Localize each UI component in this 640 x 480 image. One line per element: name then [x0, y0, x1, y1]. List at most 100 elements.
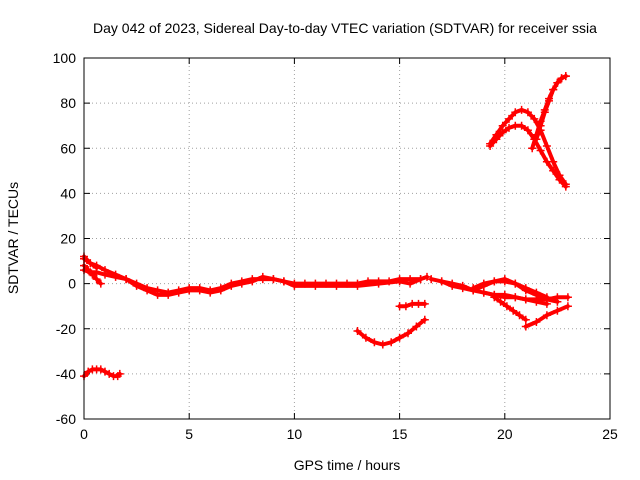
data-point [132, 281, 141, 290]
data-point [521, 315, 530, 324]
data-point [496, 297, 505, 306]
data-point [511, 279, 520, 288]
data-point [557, 74, 566, 83]
data-point [532, 290, 541, 299]
data-point [523, 126, 532, 135]
data-point [523, 108, 532, 117]
data-point [387, 338, 396, 347]
data-point [437, 277, 446, 286]
x-tick-label: 10 [287, 426, 303, 442]
y-tick-label: 20 [60, 231, 76, 247]
data-point [420, 299, 429, 308]
data-point [122, 275, 131, 284]
data-point [374, 279, 383, 288]
data-point [490, 277, 499, 286]
data-point [174, 288, 183, 297]
data-point [269, 275, 278, 284]
data-point [401, 302, 410, 311]
data-point [101, 367, 109, 376]
data-point [498, 128, 507, 137]
data-point [105, 369, 114, 378]
data-point [498, 121, 507, 130]
data-point [517, 105, 526, 114]
data-point [545, 94, 553, 103]
data-point [561, 72, 570, 81]
data-point [505, 114, 513, 123]
data-point [153, 290, 162, 299]
y-axis-ticks: -60 -40 -20 0 20 40 60 80 100 [53, 50, 610, 427]
data-point [101, 266, 109, 275]
data-point [517, 121, 526, 130]
series-afternoon-c [469, 277, 562, 306]
x-tick-label: 5 [185, 426, 193, 442]
data-point [248, 277, 257, 286]
data-point [549, 166, 558, 175]
data-point [416, 275, 425, 284]
data-point [532, 130, 541, 139]
series-mid-low [353, 315, 429, 349]
x-tick-label: 0 [80, 426, 88, 442]
x-tick-label: 25 [602, 426, 618, 442]
data-point [530, 114, 539, 123]
data-point [536, 146, 545, 155]
series-arc-mid [486, 121, 570, 191]
plot-frame [83, 57, 611, 420]
series-rise-b [528, 72, 570, 153]
y-tick-label: 100 [53, 50, 77, 66]
series-mid-segment [395, 299, 429, 311]
data-point [92, 275, 101, 284]
data-point [420, 315, 429, 324]
data-point [469, 284, 478, 293]
data-point [542, 311, 551, 320]
data-point [521, 286, 530, 295]
data-point [378, 340, 387, 349]
data-point [427, 275, 436, 284]
y-tick-label: 0 [68, 276, 76, 292]
x-axis-ticks: 0 5 10 15 20 25 [80, 58, 618, 442]
data-point [84, 367, 93, 376]
series-late-low [521, 302, 572, 331]
data-point [115, 369, 124, 378]
data-point [532, 297, 541, 306]
data-point [479, 288, 488, 297]
y-tick-label: -20 [56, 321, 76, 337]
data-point [353, 281, 362, 290]
data-point [353, 327, 362, 335]
data-point [561, 182, 570, 191]
y-tick-label: -60 [56, 411, 76, 427]
y-tick-label: -40 [56, 366, 76, 382]
series-afternoon-drop [490, 293, 530, 324]
data-point [84, 266, 93, 275]
data-point [290, 281, 299, 290]
y-tick-label: 60 [60, 140, 76, 156]
data-point [553, 306, 562, 315]
x-tick-label: 15 [392, 426, 408, 442]
data-point [361, 333, 370, 342]
data-point [406, 279, 415, 288]
data-point [490, 293, 499, 302]
data-point [549, 85, 558, 94]
data-point [185, 286, 194, 295]
data-point [528, 144, 537, 153]
data-point [237, 279, 246, 288]
data-point [515, 311, 524, 320]
data-point [479, 279, 488, 288]
data-point [521, 322, 530, 331]
data-point [88, 270, 97, 279]
data-point [412, 322, 421, 331]
y-axis-label: SDTVAR / TECUs [5, 182, 21, 294]
data-point [448, 279, 457, 288]
data-point [423, 272, 431, 281]
data-point [500, 277, 509, 286]
data-point [258, 272, 267, 281]
data-point [492, 135, 501, 144]
data-point [206, 288, 215, 297]
data-points [80, 72, 572, 381]
data-point [563, 293, 572, 302]
data-point [500, 290, 509, 299]
data-point [279, 277, 288, 286]
data-point [505, 123, 513, 132]
y-tick-label: 40 [60, 185, 76, 201]
